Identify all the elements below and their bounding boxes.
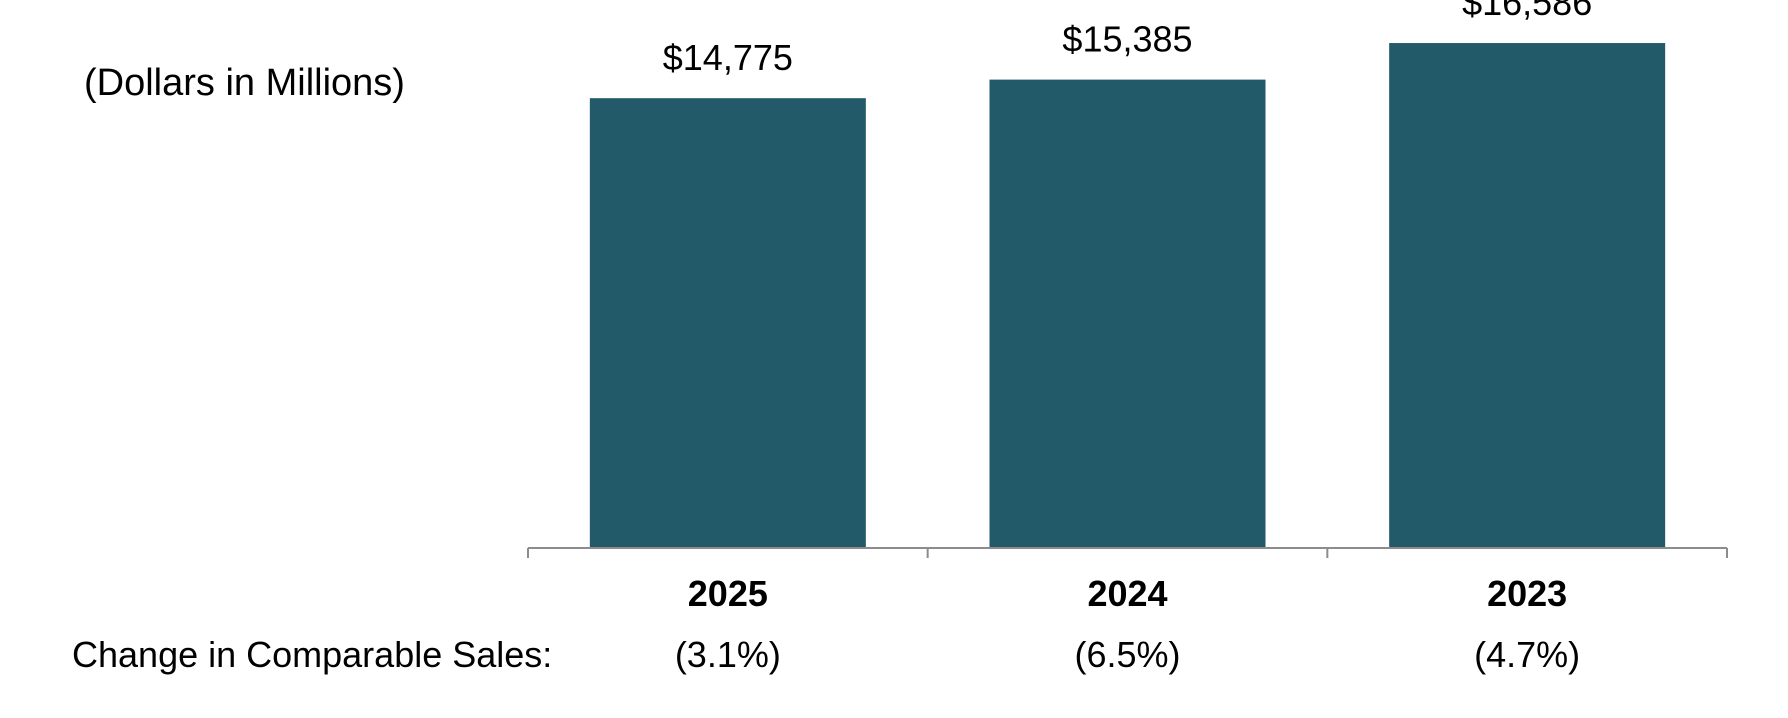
bar-2025 [589,98,866,548]
x-tick-label-2025: 2025 [688,573,768,614]
comparable-sales-value-2025: (3.1%) [675,634,781,675]
x-tick-label-2024: 2024 [1087,573,1167,614]
value-label-2025: $14,775 [663,37,793,78]
value-label-2024: $15,385 [1062,19,1192,60]
x-tick-labels: 2025 2024 2023 [688,573,1567,614]
comparable-sales-value-2024: (6.5%) [1074,634,1180,675]
bar-2024 [989,79,1266,549]
comparable-sales-label: Change in Comparable Sales: [72,634,552,675]
x-axis [527,547,1728,558]
chart-title: (Dollars in Millions) [84,62,405,104]
comparable-sales-value-2023: (4.7%) [1474,634,1580,675]
value-label-2023: $16,586 [1462,0,1592,23]
bars-layer [589,43,1666,549]
value-labels-layer: $14,775 $15,385 $16,586 [663,0,1592,78]
comparable-sales-values: (3.1%) (6.5%) (4.7%) [675,634,1580,675]
x-tick-label-2023: 2023 [1487,573,1567,614]
bar-2023 [1389,43,1666,549]
